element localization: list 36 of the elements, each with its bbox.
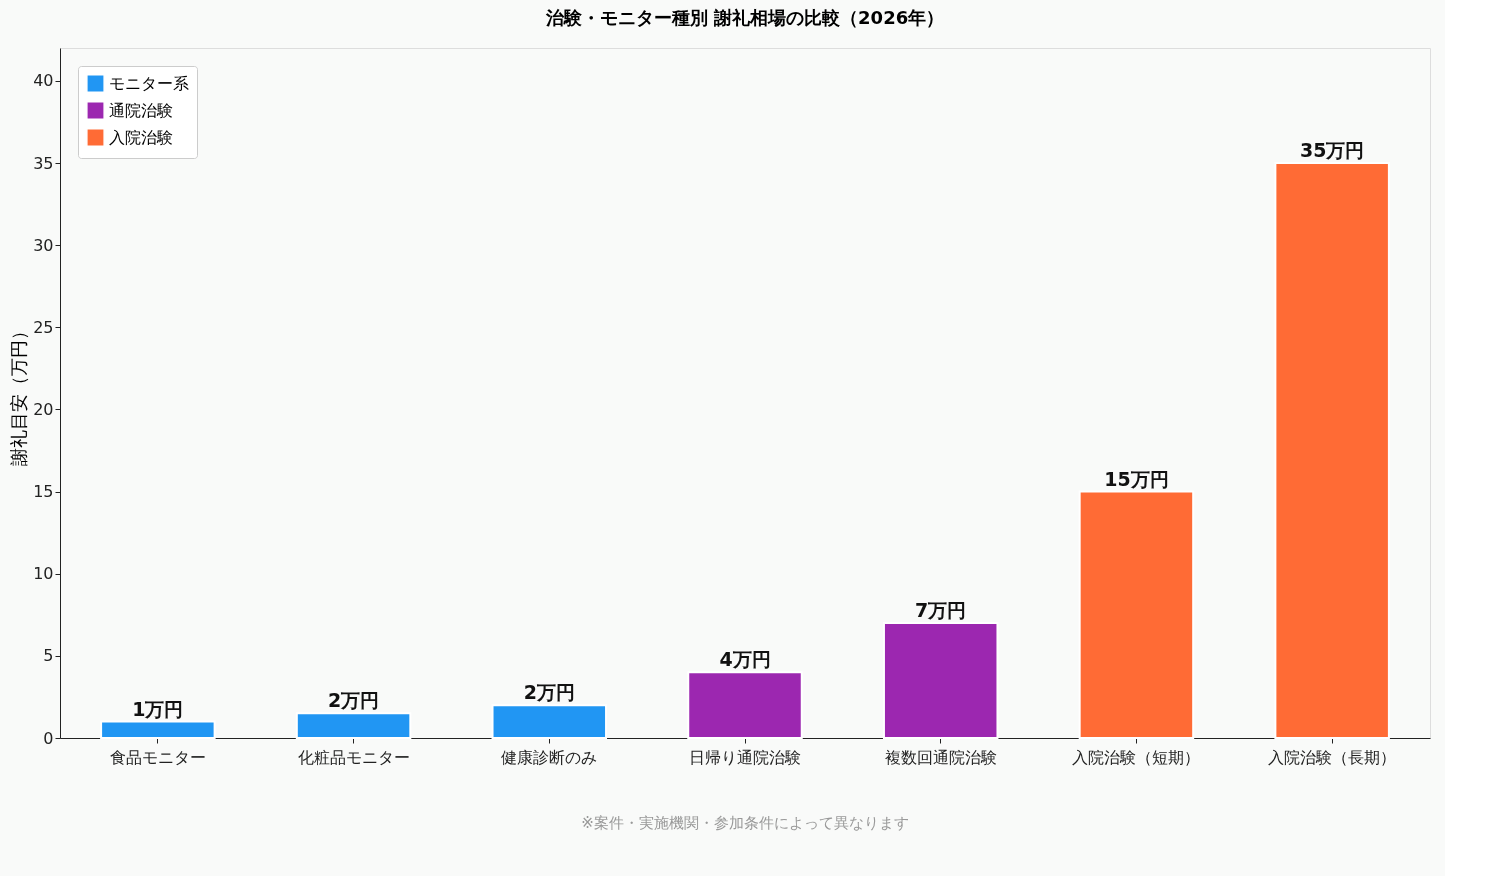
y-tick-label: 10 — [33, 564, 54, 584]
bar — [882, 622, 999, 739]
data-label: 2万円 — [523, 681, 575, 704]
legend-label: 入院治験 — [109, 127, 173, 147]
x-tick-label: 複数回通院治験 — [884, 747, 997, 767]
data-label: 1万円 — [132, 697, 184, 720]
x-tick-label: 入院治験（短期） — [1072, 747, 1201, 767]
data-label: 4万円 — [719, 648, 771, 671]
data-label: 2万円 — [327, 689, 380, 712]
bar — [1078, 490, 1195, 739]
data-label: 7万円 — [915, 599, 967, 621]
bar — [687, 671, 803, 739]
y-tick-label: 25 — [33, 317, 54, 337]
y-axis-title: 謝礼目安（万円） — [8, 321, 30, 466]
x-tick-label: 食品モニター — [109, 747, 206, 767]
y-tick-label: 35 — [33, 153, 54, 173]
chart-title: 治験・モニター種別 謝礼相場の比較（2026年） — [544, 7, 945, 28]
legend-label: モニター系 — [109, 73, 189, 93]
bar — [1274, 162, 1390, 739]
x-tick-label: 日帰り通院治験 — [689, 747, 801, 767]
y-tick-label: 15 — [33, 482, 54, 502]
y-tick-label: 5 — [43, 646, 54, 666]
x-tick-label: 化粧品モニター — [297, 747, 410, 767]
y-tick-label: 20 — [33, 399, 54, 419]
x-tick-label: 健康診断のみ — [501, 747, 598, 767]
bar — [491, 704, 608, 739]
bar — [295, 712, 412, 739]
y-tick-label: 40 — [33, 71, 54, 91]
bar — [100, 720, 216, 739]
y-tick-label: 30 — [33, 235, 54, 255]
legend-label: 通院治験 — [109, 100, 173, 120]
x-tick-label: 入院治験（長期） — [1268, 747, 1397, 767]
text: ※案件・実施機関・参加条件によって異なります — [581, 814, 909, 832]
data-label: 15万円 — [1104, 467, 1169, 490]
data-label: 35万円 — [1299, 139, 1365, 161]
y-tick-label: 0 — [43, 728, 54, 748]
